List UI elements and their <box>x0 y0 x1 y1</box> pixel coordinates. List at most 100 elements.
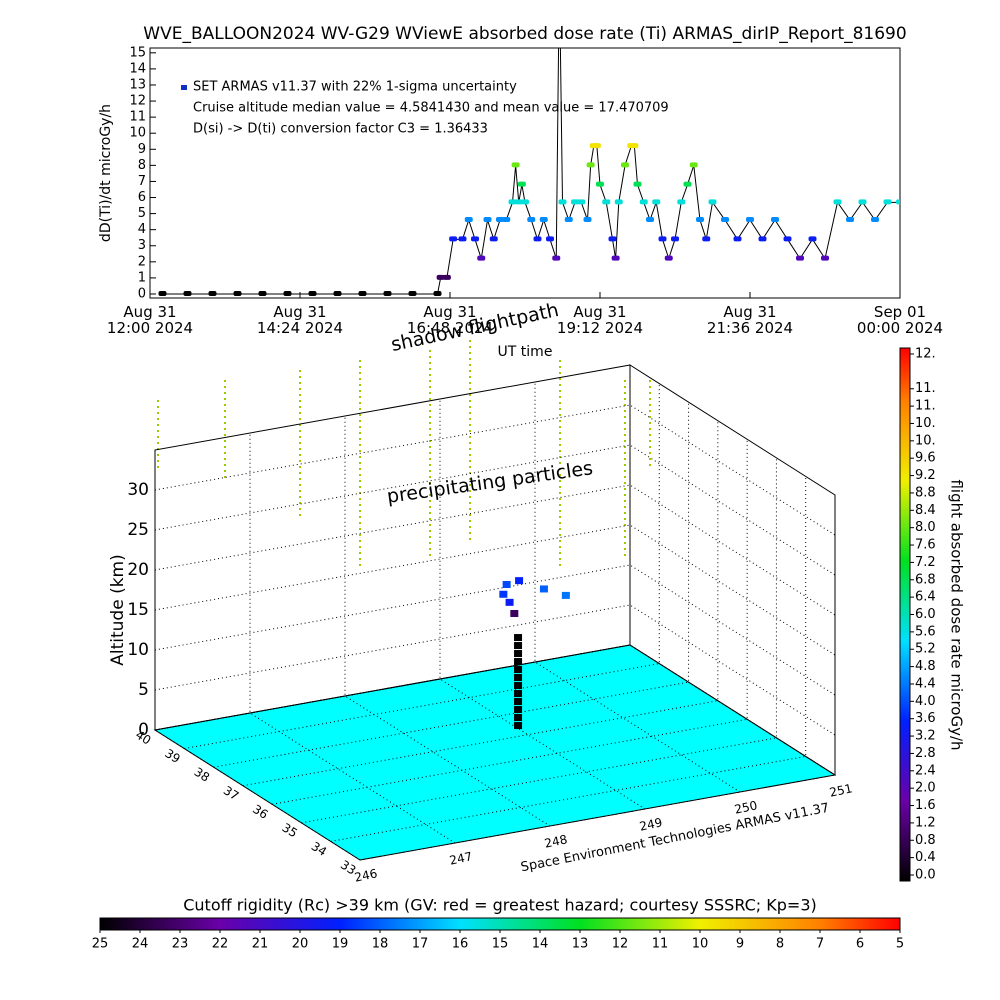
y-tick-label: 39 <box>162 746 182 766</box>
data-point <box>592 143 601 149</box>
x-tick-label: Sep 01 00:00 2024 <box>856 303 944 337</box>
data-point <box>577 199 586 205</box>
x-tick-label: 250 <box>733 798 758 816</box>
data-point <box>871 217 879 223</box>
data-point <box>683 181 692 187</box>
data-point <box>477 255 486 261</box>
flight-point <box>514 674 523 682</box>
y-tick-label: 9 <box>138 142 146 157</box>
colorbar <box>899 347 911 882</box>
grid-line <box>154 524 836 656</box>
x-tick-label: Aug 31 14:24 2024 <box>256 303 344 337</box>
colorbar-tick-label: 11 <box>652 937 669 952</box>
z-tick-label: 30 <box>127 480 149 500</box>
colorbar-tick-label: 3.6 <box>915 711 936 726</box>
colorbar-tick-label: 21 <box>252 937 269 952</box>
flight-point <box>514 682 523 690</box>
legend-label: SET ARMAS v11.37 with 22% 1-sigma uncert… <box>193 80 517 95</box>
data-point <box>183 290 192 296</box>
flight-point <box>514 698 523 706</box>
data-point <box>521 199 529 205</box>
colorbar-tick-label: 16 <box>452 937 469 952</box>
data-point <box>633 181 642 187</box>
colorbar-tick-label: 7 <box>816 937 824 952</box>
x-tick-label: 248 <box>543 832 568 850</box>
flight-point <box>515 577 524 585</box>
y-tick-label: 38 <box>192 765 212 785</box>
data-point <box>696 217 704 223</box>
y-tick-label: 3 <box>138 238 146 253</box>
x-tick-label: Aug 31 21:36 2024 <box>706 303 794 337</box>
colorbar-tick-label: 2.8 <box>915 746 936 761</box>
colorbar-label: flight absorbed dose rate microGy/h <box>948 479 966 750</box>
data-point <box>511 162 520 168</box>
colorbar-tick-label: 12. <box>915 347 936 362</box>
flight-point <box>499 590 508 598</box>
colorbar-tick-label: 7.2 <box>915 555 936 570</box>
colorbar-tick-label: 0.4 <box>915 850 936 865</box>
grid-line <box>629 365 836 776</box>
data-point <box>796 255 804 261</box>
colorbar-tick-label: 3.2 <box>915 729 936 744</box>
flight-point <box>514 666 523 674</box>
data-point <box>449 236 458 242</box>
data-point <box>358 290 367 296</box>
colorbar-tick-label: 10. <box>915 416 936 431</box>
colorbar-tick-label: 22 <box>212 937 229 952</box>
x-tick-label: 247 <box>448 849 473 867</box>
data-point <box>433 290 442 296</box>
flight-point <box>514 634 523 642</box>
grid-line <box>154 484 836 616</box>
data-point <box>496 217 504 223</box>
data-point <box>833 199 842 205</box>
colorbar-tick-label: 8.8 <box>915 485 936 500</box>
colorbar-tick-label: 10 <box>692 937 709 952</box>
grid-line <box>213 402 690 768</box>
grid-line <box>184 383 660 750</box>
y-axis-label: dD(Ti)/dt microGy/h <box>98 104 114 242</box>
chart-title: WVE_BALLOON2024 WV-G29 WViewE absorbed d… <box>143 24 906 44</box>
data-point <box>436 274 445 280</box>
data-point <box>621 162 629 168</box>
colorbar-tick-label: 18 <box>372 937 389 952</box>
flight-point <box>514 714 523 722</box>
y-tick-label: 2 <box>138 254 146 269</box>
data-point <box>708 199 717 205</box>
colorbar-tick-label: 5.2 <box>915 642 936 657</box>
data-point <box>333 290 342 296</box>
data-point <box>571 199 579 205</box>
colorbar-tick-label: 5.6 <box>915 624 936 639</box>
colorbar-tick-label: 25 <box>92 937 109 952</box>
data-point <box>596 181 604 187</box>
data-point <box>208 290 217 296</box>
colorbar-tick-label: 4.8 <box>915 659 936 674</box>
z-tick-label: 15 <box>127 600 149 620</box>
y-tick-label: 33 <box>338 858 358 878</box>
y-tick-label: 15 <box>129 45 146 60</box>
data-point <box>614 199 623 205</box>
data-point <box>483 217 492 223</box>
colorbar-tick-label: 12 <box>612 937 629 952</box>
data-point <box>783 236 792 242</box>
grid-line <box>154 404 836 536</box>
y-tick-label: 14 <box>129 61 146 76</box>
data-point <box>733 236 742 242</box>
colorbar-tick-label: 0.8 <box>915 833 936 848</box>
data-point <box>846 217 854 223</box>
flight-point <box>514 650 523 658</box>
colorbar-tick-label: 9.2 <box>915 468 936 483</box>
data-point <box>158 290 167 296</box>
y-tick-label: 8 <box>138 158 146 173</box>
z-tick-label: 25 <box>127 520 149 540</box>
data-point <box>671 236 679 242</box>
data-point <box>821 255 829 261</box>
data-point <box>611 255 620 261</box>
y-tick-label: 1 <box>138 270 146 285</box>
annotation: Cruise altitude median value = 4.5841430… <box>193 101 669 116</box>
z-axis-label: Altitude (km) <box>108 554 128 666</box>
data-point <box>808 236 817 242</box>
y-tick-label: 6 <box>138 190 146 205</box>
data-point <box>517 181 526 187</box>
